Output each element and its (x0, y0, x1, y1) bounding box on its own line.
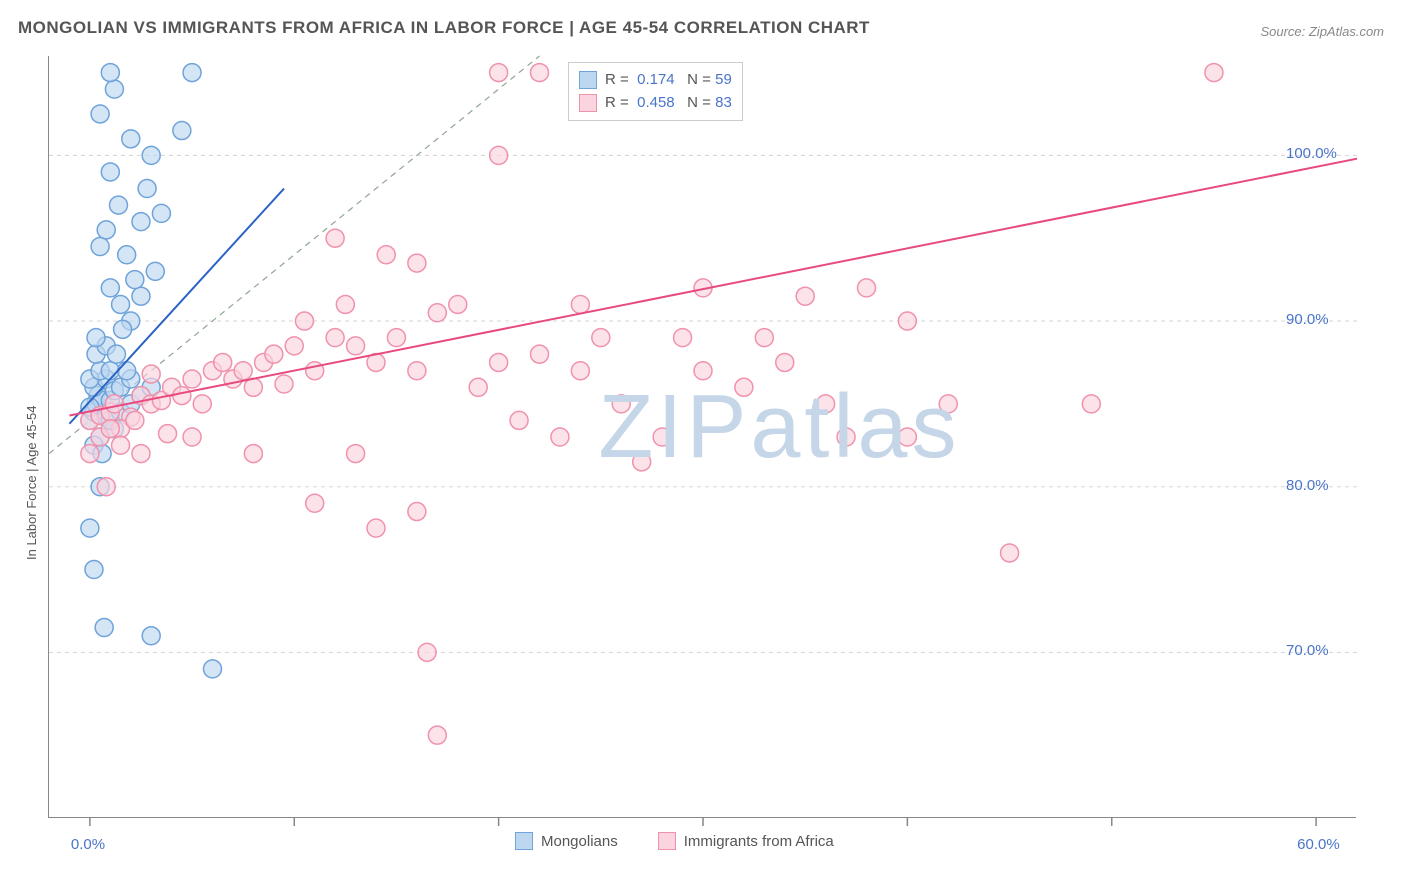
chart-svg (49, 56, 1357, 818)
series-swatch (579, 71, 597, 89)
chart-title: MONGOLIAN VS IMMIGRANTS FROM AFRICA IN L… (18, 18, 870, 38)
correlation-stats-box: R = 0.174 N = 59R = 0.458 N = 83 (568, 62, 743, 121)
legend-item: Mongolians (515, 832, 618, 850)
y-tick-label: 70.0% (1286, 642, 1338, 659)
legend-item: Immigrants from Africa (658, 832, 834, 850)
series-swatch (579, 94, 597, 112)
legend-swatch (515, 832, 533, 850)
source-attribution: Source: ZipAtlas.com (1260, 24, 1384, 39)
chart-container: MONGOLIAN VS IMMIGRANTS FROM AFRICA IN L… (0, 0, 1406, 892)
legend-swatch (658, 832, 676, 850)
x-tick-label: 0.0% (71, 836, 105, 853)
stats-row: R = 0.174 N = 59 (579, 69, 732, 92)
y-tick-label: 100.0% (1286, 145, 1338, 162)
legend-bottom: Mongolians Immigrants from Africa (515, 832, 834, 850)
x-tick-label: 60.0% (1297, 836, 1340, 853)
legend-label: Mongolians (541, 833, 618, 850)
stats-row: R = 0.458 N = 83 (579, 92, 732, 115)
y-axis-title: In Labor Force | Age 45-54 (24, 406, 39, 560)
y-tick-label: 80.0% (1286, 477, 1338, 494)
legend-label: Immigrants from Africa (684, 833, 834, 850)
plot-area: ZIPatlas (48, 56, 1356, 818)
y-tick-label: 90.0% (1286, 311, 1338, 328)
